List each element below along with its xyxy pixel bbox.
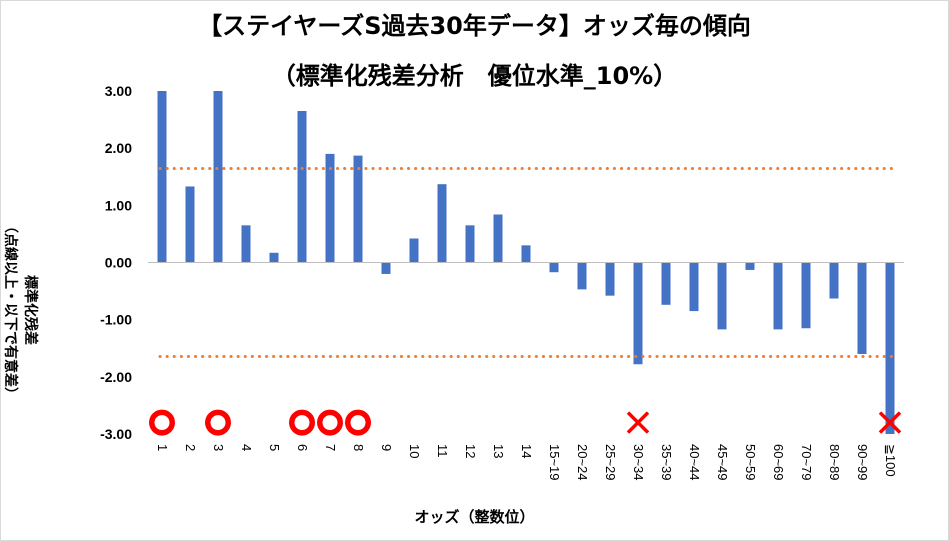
bar: [577, 262, 587, 290]
x-tick-label: 14: [519, 444, 534, 458]
bar: [633, 262, 643, 365]
y-tick-label: 2.00: [105, 140, 132, 156]
x-tick-label: 7: [323, 444, 338, 451]
x-tick-label: 35~39: [659, 444, 674, 481]
bar: [213, 91, 223, 263]
x-tick-label: 30~34: [631, 444, 646, 481]
x-tick-label: 13: [491, 444, 506, 458]
bar: [353, 155, 363, 263]
bar: [885, 262, 895, 434]
y-tick-label: -2.00: [100, 369, 132, 385]
bar: [829, 262, 839, 299]
x-tick-label: 20~24: [575, 444, 590, 481]
bar: [409, 238, 419, 263]
bar: [325, 153, 335, 263]
chart-title: 【ステイヤーズS過去30年データ】オッズ毎の傾向: [198, 12, 751, 40]
bar: [745, 262, 755, 270]
x-tick-label: 1: [155, 444, 170, 451]
x-tick-label: 3: [211, 444, 226, 451]
bar: [521, 245, 531, 263]
x-tick-label: 12: [463, 444, 478, 458]
x-tick-label: 90~99: [855, 444, 870, 481]
x-tick-label: 60~69: [771, 444, 786, 481]
bar: [241, 225, 251, 263]
bar: [157, 91, 167, 263]
x-tick-label: 25~29: [603, 444, 618, 481]
x-tick-label: 50~59: [743, 444, 758, 481]
bar: [269, 252, 279, 263]
significant-low-marker: [626, 411, 650, 434]
x-tick-label: 10: [407, 444, 422, 458]
bar: [857, 262, 867, 354]
y-tick-label: 1.00: [105, 197, 132, 213]
x-tick-label: 6: [295, 444, 310, 451]
x-tick-label: 11: [435, 444, 450, 458]
x-tick-label: 2: [183, 444, 198, 451]
x-tick-label: 4: [239, 444, 254, 451]
y-tick-label: -3.00: [100, 426, 132, 442]
x-tick-label: 45~49: [715, 444, 730, 481]
bar: [549, 262, 559, 273]
significant-high-marker-inner: [294, 415, 310, 431]
x-tick-label: 15~19: [547, 444, 562, 481]
bar: [661, 262, 671, 305]
y-tick-label: -1.00: [100, 312, 132, 328]
x-tick-label: 70~79: [799, 444, 814, 481]
bar: [801, 262, 811, 329]
x-tick-label: 8: [351, 444, 366, 451]
bar: [437, 184, 447, 263]
chart-subtitle: （標準化残差分析 優位水準_10%）: [271, 62, 678, 90]
bar: [689, 262, 699, 312]
bar: [465, 225, 475, 263]
bar: [773, 262, 783, 330]
bar: [605, 262, 615, 296]
x-tick-label: ≧100: [883, 444, 898, 477]
x-tick-label: 80~89: [827, 444, 842, 481]
bar: [717, 262, 727, 330]
significant-high-marker-inner: [154, 415, 170, 431]
x-tick-label: 40~44: [687, 444, 702, 481]
y-tick-label: 0.00: [105, 255, 132, 271]
bar: [185, 186, 195, 263]
bar: [297, 111, 307, 263]
x-axis-label: オッズ（整数位）: [414, 508, 535, 526]
significant-high-marker-inner: [322, 415, 338, 431]
x-tick-label: 9: [379, 444, 394, 451]
bar: [493, 214, 503, 263]
significant-high-marker-inner: [210, 415, 226, 431]
y-tick-label: 3.00: [105, 83, 132, 99]
x-tick-label: 5: [267, 444, 282, 451]
significant-low-marker: [878, 411, 902, 434]
significant-high-marker-inner: [350, 415, 366, 431]
bar: [381, 262, 391, 274]
